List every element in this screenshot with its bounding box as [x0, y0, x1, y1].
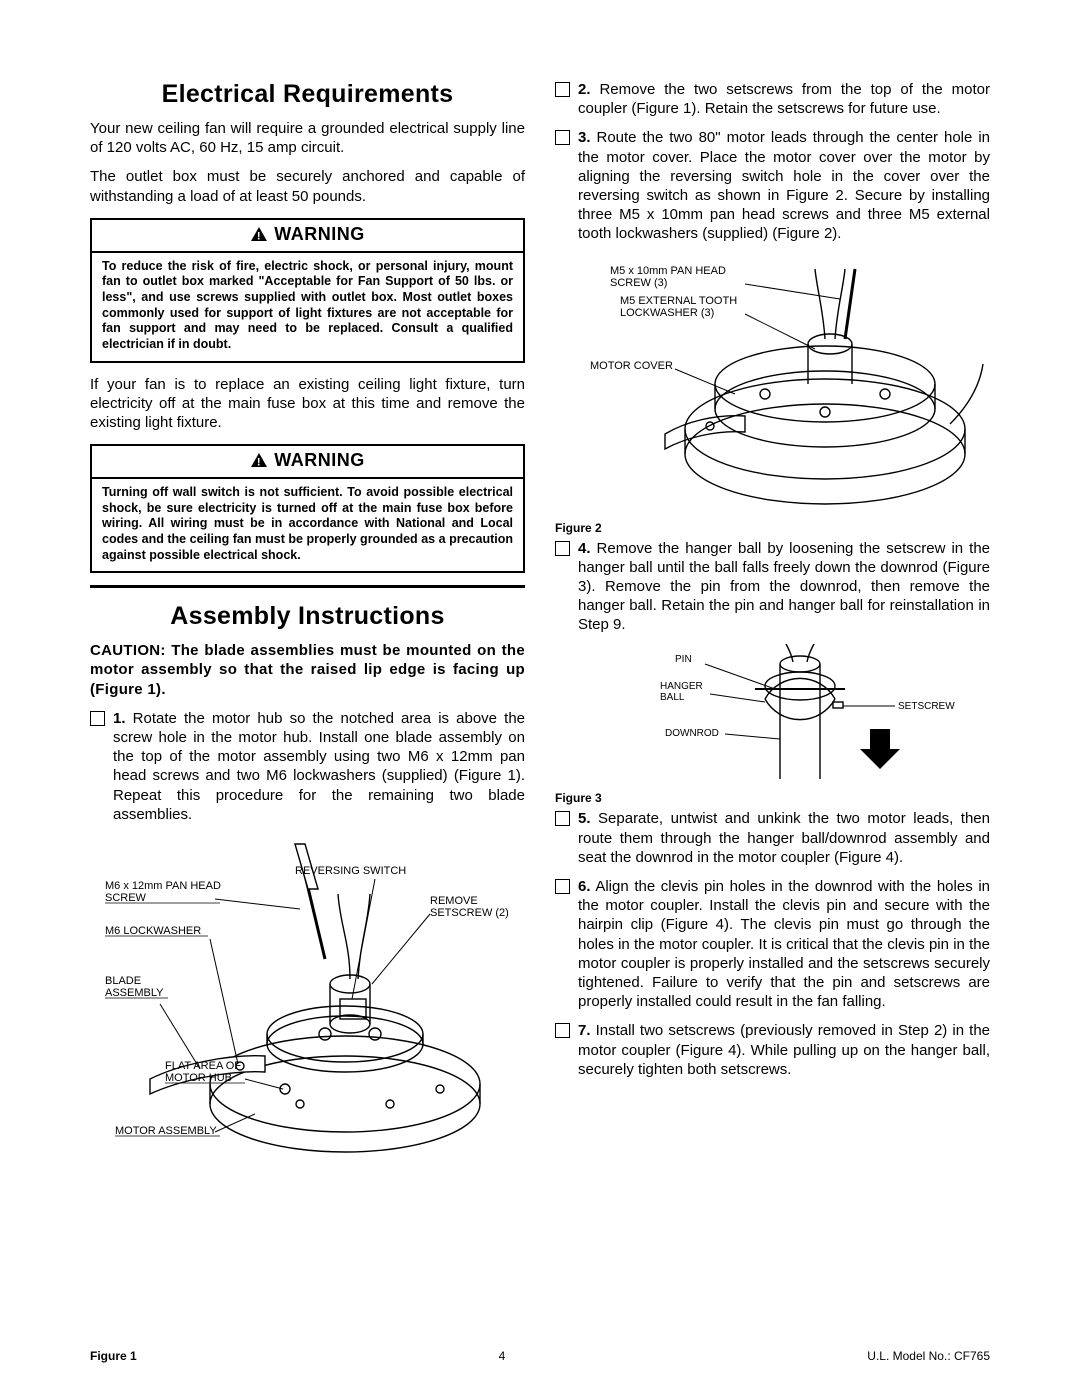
fig1-label-screw: M6 x 12mm PAN HEAD [105, 880, 221, 892]
svg-text:LOCKWASHER (3): LOCKWASHER (3) [620, 307, 714, 319]
warning-label: WARNING [274, 224, 365, 244]
right-column: 2. Remove the two setscrews from the top… [555, 80, 990, 1193]
step-5: 5. Separate, untwist and unkink the two … [555, 809, 990, 867]
svg-text:FLAT AREA OF: FLAT AREA OF [165, 1060, 241, 1072]
svg-text:SETSCREW (2): SETSCREW (2) [430, 907, 509, 919]
page-footer: Figure 1 4 U.L. Model No.: CF765 [90, 1349, 990, 1363]
warning-body-2: Turning off wall switch is not sufficien… [92, 479, 523, 571]
steps-left: 1. Rotate the motor hub so the notched a… [90, 709, 525, 824]
checkbox-icon [555, 541, 570, 556]
section-divider [90, 585, 525, 588]
left-column: Electrical Requirements Your new ceiling… [90, 80, 525, 1193]
figure-2-caption: Figure 2 [555, 521, 990, 535]
svg-text:M6 LOCKWASHER: M6 LOCKWASHER [105, 925, 201, 937]
para-outlet-box: The outlet box must be securely anchored… [90, 167, 525, 205]
svg-text:SCREW: SCREW [105, 892, 147, 904]
warning-label: WARNING [274, 450, 365, 470]
columns: Electrical Requirements Your new ceiling… [90, 80, 990, 1193]
checkbox-icon [555, 130, 570, 145]
figure-3: PIN HANGER BALL DOWNROD SETSCREW Figure … [615, 644, 990, 805]
step-body: 1. Rotate the motor hub so the notched a… [113, 709, 525, 824]
step-6: 6. Align the clevis pin holes in the dow… [555, 877, 990, 1011]
figure-1: M6 x 12mm PAN HEAD SCREW M6 LOCKWASHER B… [90, 834, 525, 1189]
warning-triangle-icon: ! [250, 226, 268, 247]
checkbox-icon [555, 1023, 570, 1038]
svg-text:MOTOR COVER: MOTOR COVER [590, 360, 673, 372]
svg-text:SETSCREW: SETSCREW [898, 701, 955, 712]
step-2: 2. Remove the two setscrews from the top… [555, 80, 990, 118]
footer-figure-1: Figure 1 [90, 1349, 137, 1363]
footer-page-number: 4 [499, 1349, 506, 1363]
checkbox-icon [555, 82, 570, 97]
svg-text:DOWNROD: DOWNROD [665, 728, 719, 739]
figure-3-caption: Figure 3 [555, 791, 990, 805]
warning-header: ! WARNING [92, 446, 523, 479]
steps-right-bottom: 5. Separate, untwist and unkink the two … [555, 809, 990, 1078]
warning-box-2: ! WARNING Turning off wall switch is not… [90, 444, 525, 573]
svg-text:BALL: BALL [660, 692, 685, 703]
svg-text:!: ! [257, 230, 261, 242]
svg-text:PIN: PIN [675, 654, 692, 665]
page: Electrical Requirements Your new ceiling… [0, 0, 1080, 1397]
svg-text:ASSEMBLY: ASSEMBLY [105, 987, 164, 999]
heading-electrical: Electrical Requirements [90, 80, 525, 109]
svg-text:REMOVE: REMOVE [430, 895, 478, 907]
warning-box-1: ! WARNING To reduce the risk of fire, el… [90, 218, 525, 363]
warning-triangle-icon: ! [250, 452, 268, 473]
step-1: 1. Rotate the motor hub so the notched a… [90, 709, 525, 824]
svg-text:HANGER: HANGER [660, 681, 703, 692]
svg-text:MOTOR ASSEMBLY: MOTOR ASSEMBLY [115, 1125, 217, 1137]
svg-text:MOTOR HUB: MOTOR HUB [165, 1072, 232, 1084]
step-4: 4. Remove the hanger ball by loosening t… [555, 539, 990, 635]
svg-text:SCREW (3): SCREW (3) [610, 277, 667, 289]
step-3: 3. Route the two 80" motor leads through… [555, 128, 990, 243]
svg-text:M5 EXTERNAL TOOTH: M5 EXTERNAL TOOTH [620, 295, 737, 307]
caution-text: CAUTION: The blade assemblies must be mo… [90, 641, 525, 699]
footer-model-number: U.L. Model No.: CF765 [867, 1349, 990, 1363]
warning-body-1: To reduce the risk of fire, electric sho… [92, 253, 523, 361]
steps-right-top: 2. Remove the two setscrews from the top… [555, 80, 990, 244]
svg-text:BLADE: BLADE [105, 975, 141, 987]
para-replace-fixture: If your fan is to replace an existing ce… [90, 375, 525, 433]
warning-header: ! WARNING [92, 220, 523, 253]
svg-text:REVERSING SWITCH: REVERSING SWITCH [295, 865, 406, 877]
step-7: 7. Install two setscrews (previously rem… [555, 1021, 990, 1079]
para-supply: Your new ceiling fan will require a grou… [90, 119, 525, 157]
step-number: 1. [113, 710, 126, 727]
checkbox-icon [555, 879, 570, 894]
step-text: Rotate the motor hub so the notched area… [113, 710, 525, 823]
checkbox-icon [555, 811, 570, 826]
svg-text:!: ! [257, 457, 261, 469]
heading-assembly: Assembly Instructions [90, 602, 525, 631]
checkbox-icon [90, 711, 105, 726]
svg-text:M5 x 10mm PAN HEAD: M5 x 10mm PAN HEAD [610, 265, 726, 277]
steps-right-mid: 4. Remove the hanger ball by loosening t… [555, 539, 990, 635]
figure-2: M5 x 10mm PAN HEAD SCREW (3) M5 EXTERNAL… [555, 254, 990, 535]
